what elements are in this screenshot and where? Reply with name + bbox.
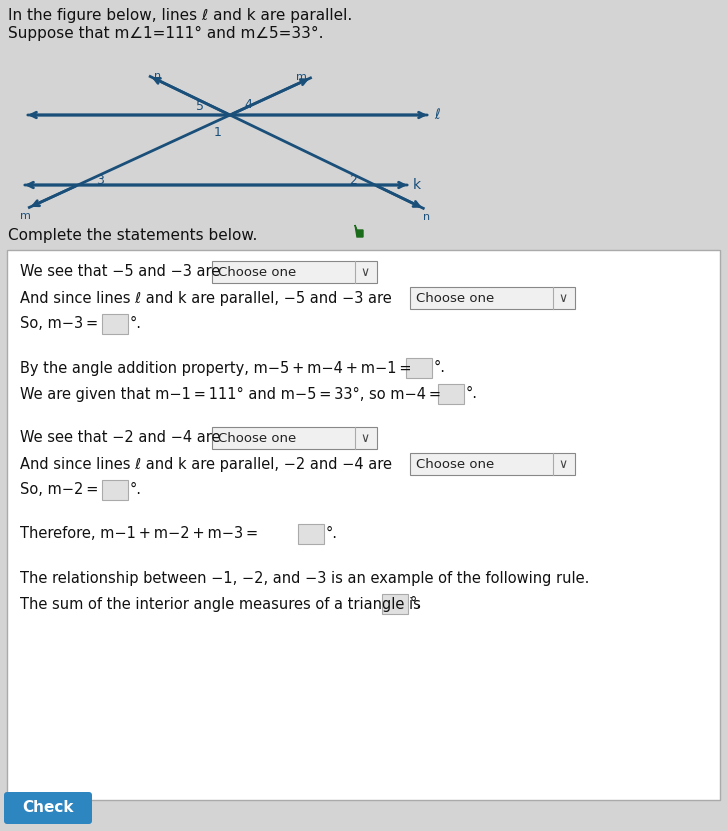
Text: Choose one: Choose one <box>416 458 494 470</box>
FancyBboxPatch shape <box>102 314 128 334</box>
Text: 3: 3 <box>96 174 104 186</box>
Text: m: m <box>296 72 307 82</box>
Text: Choose one: Choose one <box>218 431 296 445</box>
Text: We see that −5 and −3 are: We see that −5 and −3 are <box>20 264 220 279</box>
Text: So, m−2 =: So, m−2 = <box>20 483 101 498</box>
FancyBboxPatch shape <box>102 480 128 500</box>
Text: ∨: ∨ <box>558 292 568 304</box>
FancyBboxPatch shape <box>410 287 575 309</box>
Text: 2: 2 <box>349 174 357 186</box>
FancyBboxPatch shape <box>438 384 464 404</box>
Text: °.: °. <box>410 597 422 612</box>
Text: k: k <box>413 178 421 192</box>
FancyBboxPatch shape <box>4 792 92 824</box>
FancyBboxPatch shape <box>7 250 720 800</box>
Text: By the angle addition property, m−5 + m−4 + m−1 =: By the angle addition property, m−5 + m−… <box>20 361 414 376</box>
Text: Complete the statements below.: Complete the statements below. <box>8 228 257 243</box>
FancyBboxPatch shape <box>410 453 575 475</box>
FancyBboxPatch shape <box>298 524 324 544</box>
Text: °.: °. <box>434 361 446 376</box>
Text: n: n <box>154 71 161 81</box>
Text: ∨: ∨ <box>361 431 369 445</box>
Text: Therefore, m−1 + m−2 + m−3 =: Therefore, m−1 + m−2 + m−3 = <box>20 527 261 542</box>
Text: Choose one: Choose one <box>218 265 296 278</box>
Text: °.: °. <box>130 317 142 332</box>
Text: °.: °. <box>130 483 142 498</box>
Text: m: m <box>20 211 31 221</box>
Text: 4: 4 <box>244 99 252 111</box>
Text: Check: Check <box>23 800 73 815</box>
Text: 5: 5 <box>196 101 204 114</box>
Text: And since lines ℓ and k are parallel, −5 and −3 are: And since lines ℓ and k are parallel, −5… <box>20 291 392 306</box>
Text: ∨: ∨ <box>558 458 568 470</box>
Text: °.: °. <box>326 527 338 542</box>
Text: 1: 1 <box>214 126 222 140</box>
FancyBboxPatch shape <box>406 358 432 378</box>
Text: We see that −2 and −4 are: We see that −2 and −4 are <box>20 430 220 445</box>
Text: Choose one: Choose one <box>416 292 494 304</box>
Text: ∨: ∨ <box>361 265 369 278</box>
Text: °.: °. <box>466 386 478 401</box>
Text: The relationship between −1, −2, and −3 is an example of the following rule.: The relationship between −1, −2, and −3 … <box>20 571 590 586</box>
Text: And since lines ℓ and k are parallel, −2 and −4 are: And since lines ℓ and k are parallel, −2… <box>20 456 392 471</box>
FancyBboxPatch shape <box>212 427 377 449</box>
Text: Suppose that m∠1=111° and m∠5=33°.: Suppose that m∠1=111° and m∠5=33°. <box>8 26 324 41</box>
Text: So, m−3 =: So, m−3 = <box>20 317 101 332</box>
FancyBboxPatch shape <box>212 261 377 283</box>
Polygon shape <box>355 225 363 237</box>
Text: The sum of the interior angle measures of a triangle is: The sum of the interior angle measures o… <box>20 597 435 612</box>
Text: We are given that m−1 = 111° and m−5 = 33°, so m−4 =: We are given that m−1 = 111° and m−5 = 3… <box>20 386 441 401</box>
FancyBboxPatch shape <box>382 594 408 614</box>
Text: n: n <box>423 212 430 222</box>
Text: ℓ: ℓ <box>434 108 440 122</box>
Text: In the figure below, lines ℓ and k are parallel.: In the figure below, lines ℓ and k are p… <box>8 8 353 23</box>
